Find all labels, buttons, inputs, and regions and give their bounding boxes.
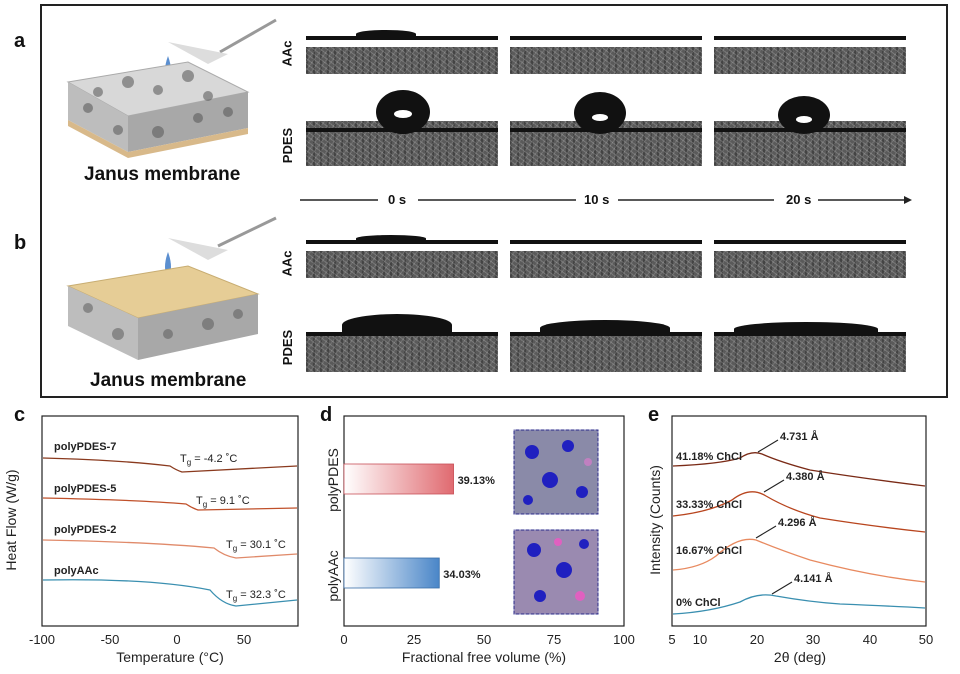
chart-e-series-label: 33.33% ChCl	[676, 499, 742, 511]
chart-e-peak-label: 4.731 Å	[780, 430, 819, 443]
chart-c-axes-frame	[41, 415, 299, 627]
contact-image-a-aac-0s	[306, 28, 498, 74]
contact-image-b-pdes-10s	[510, 310, 702, 372]
contact-image-a-aac-10s	[510, 28, 702, 74]
chart-c-line-polyaac	[42, 579, 298, 607]
chart-c-dsc: Heat Flow (W/g) Temperature (°C) -100 -5…	[3, 415, 299, 665]
chart-d-axes-frame	[343, 415, 625, 627]
chart-c-xtick: 0	[173, 632, 180, 647]
chart-d-bar-polyaac	[343, 557, 440, 589]
chart-e-xtick: 50	[919, 632, 933, 647]
chart-c-tg-annotation: Tg = 30.1 ˚C	[226, 539, 286, 553]
chart-d-xlabel: Fractional free volume (%)	[402, 649, 566, 665]
chart-e-xtick: 20	[750, 632, 764, 647]
chart-e-series-label: 0% ChCl	[676, 597, 721, 609]
row-label-a-aac: AAc	[279, 40, 295, 67]
chart-d-xtick: 75	[547, 632, 561, 647]
chart-d-xtick: 25	[407, 632, 421, 647]
membrane-side-left	[68, 82, 128, 152]
chart-e-xtick: 5	[668, 632, 675, 647]
chart-c-tg-annotation: Tg = 9.1 ˚C	[196, 495, 250, 509]
timeline-arrow	[300, 196, 912, 204]
chart-e-peak-arrow	[757, 439, 779, 453]
panel-label-d: d	[320, 404, 333, 426]
chart-e-xtick: 10	[693, 632, 707, 647]
contact-image-b-aac-0s	[306, 232, 498, 278]
syringe-body	[168, 42, 228, 64]
chart-d-value-label: 34.03%	[443, 569, 481, 581]
panel-label-e: e	[648, 404, 660, 426]
chart-e-peak-label: 4.141 Å	[794, 572, 833, 585]
contact-image-b-pdes-0s	[306, 310, 498, 372]
membrane-illustration-b	[66, 216, 277, 360]
syringe-body	[168, 238, 228, 260]
time-label-0s: 0 s	[388, 192, 407, 207]
chart-e-line-0pct	[672, 594, 926, 615]
chart-e-line-16pct	[672, 538, 926, 583]
chart-e-xtick: 40	[863, 632, 877, 647]
chart-c-xtick: -100	[29, 632, 55, 647]
chart-d-sim-box-polyaac	[513, 529, 599, 615]
time-label-20s: 20 s	[786, 192, 812, 207]
chart-d-value-label: 39.13%	[458, 475, 496, 487]
chart-d-ffv: polyPDES polyAAc 39.13% 34.03% 0 25 50 7…	[325, 415, 635, 665]
membrane-illustration-a	[66, 18, 277, 158]
chart-e-peak-arrow	[771, 581, 793, 595]
chart-c-series-label: polyPDES-7	[54, 441, 116, 453]
membrane-bottom-layer	[68, 120, 248, 158]
chart-e-series-label: 16.67% ChCl	[676, 545, 742, 557]
chart-e-xlabel: 2θ (deg)	[774, 649, 826, 665]
chart-d-sim-box-polypdes	[513, 429, 599, 515]
membrane-side-right	[138, 294, 258, 360]
contact-image-b-aac-10s	[510, 232, 702, 278]
chart-e-ylabel: Intensity (Counts)	[647, 465, 663, 575]
chart-e-axes-frame	[671, 415, 927, 627]
row-label-a-pdes: PDES	[280, 127, 296, 164]
chart-e-series-label: 41.18% ChCl	[676, 451, 742, 463]
chart-d-xtick: 0	[340, 632, 347, 647]
chart-c-series-label: polyPDES-2	[54, 524, 116, 536]
chart-e-peak-arrow	[755, 525, 777, 539]
time-label-10s: 10 s	[584, 192, 610, 207]
chart-e-peak-label: 4.380 Å	[786, 470, 825, 483]
chart-c-line-polypdes-2	[42, 539, 298, 559]
chart-e-xrd: Intensity (Counts) 2θ (deg) 5 10 20 30 4…	[647, 415, 933, 665]
membrane-caption-a: Janus membrane	[84, 164, 241, 185]
contact-image-a-pdes-10s	[510, 88, 702, 166]
chart-e-peak-arrow	[763, 479, 785, 493]
row-label-b-aac: AAc	[279, 250, 295, 277]
chart-c-series-label: polyAAc	[54, 565, 99, 577]
chart-c-tg-annotation: Tg = -4.2 ˚C	[180, 453, 237, 467]
chart-e-peak-label: 4.296 Å	[778, 516, 817, 529]
chart-c-xtick: -50	[101, 632, 120, 647]
row-label-b-pdes: PDES	[280, 329, 296, 366]
contact-image-a-pdes-0s	[306, 88, 498, 166]
chart-d-xtick: 100	[613, 632, 635, 647]
contact-image-b-aac-20s	[714, 232, 906, 278]
chart-e-xtick: 30	[806, 632, 820, 647]
chart-c-series-label: polyPDES-5	[54, 483, 116, 495]
chart-c-tg-annotation: Tg = 32.3 ˚C	[226, 589, 286, 603]
chart-c-xlabel: Temperature (°C)	[116, 649, 224, 665]
chart-d-category-label: polyPDES	[325, 448, 341, 512]
panel-label-b: b	[14, 232, 27, 254]
panel-label-a: a	[14, 30, 26, 52]
syringe-needle	[217, 216, 277, 248]
panel-label-c: c	[14, 404, 26, 426]
contact-image-b-pdes-20s	[714, 310, 906, 372]
chart-d-category-label: polyAAc	[325, 550, 341, 601]
figure-frame	[40, 4, 948, 398]
chart-e-line-41pct	[672, 452, 926, 487]
chart-c-line-polypdes-5	[42, 497, 298, 511]
membrane-caption-b: Janus membrane	[90, 370, 247, 391]
contact-image-a-pdes-20s	[714, 88, 906, 166]
chart-d-bar-polypdes	[343, 463, 454, 495]
chart-e-line-33pct	[672, 491, 926, 533]
syringe-needle	[219, 18, 277, 54]
chart-d-xtick: 50	[477, 632, 491, 647]
chart-c-line-polypdes-7	[42, 457, 298, 473]
contact-image-a-aac-20s	[714, 28, 906, 74]
chart-c-xtick: 50	[237, 632, 251, 647]
chart-c-ylabel: Heat Flow (W/g)	[3, 469, 19, 570]
